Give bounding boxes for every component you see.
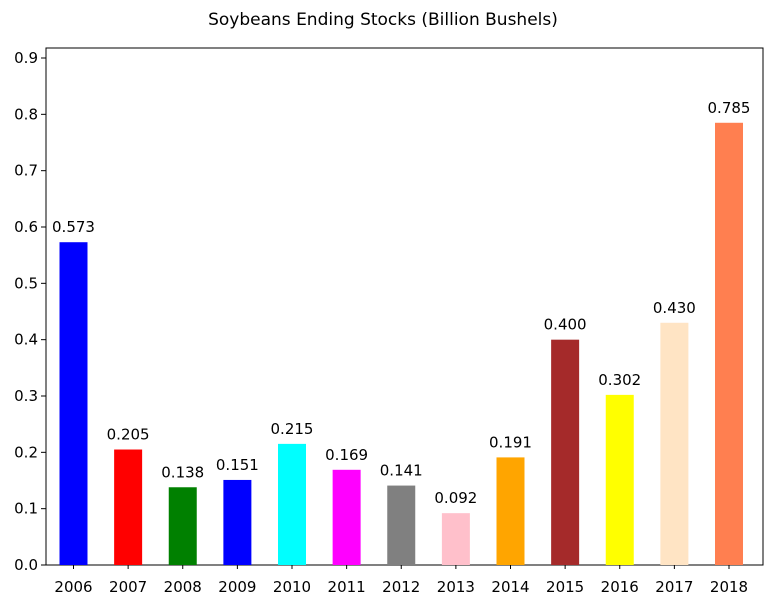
y-tick-label-0.3: 0.3 [14,387,38,405]
data-label-2009: 0.151 [216,456,259,474]
bar-2009 [223,479,252,565]
data-label-2010: 0.215 [271,420,314,438]
data-label-2014: 0.191 [489,433,532,451]
y-tick-label-0.1: 0.1 [14,500,38,518]
y-tick-label-0.2: 0.2 [14,443,38,461]
y-tick-label-0.5: 0.5 [14,274,38,292]
bar-2017 [660,322,689,565]
y-axis: 0.0 0.1 0.2 0.3 0.4 0.5 0.6 0.7 0.8 0.9 [14,49,46,574]
x-tick-label-2014: 2014 [491,578,529,596]
x-axis: 2006 2007 2008 2009 2010 2011 2012 2013 2014 2015… [54,565,748,596]
data-label-2008: 0.138 [161,463,204,481]
y-tick-label-0.0: 0.0 [14,556,38,574]
x-tick-label-2008: 2008 [164,578,202,596]
y-tick-label-0.7: 0.7 [14,162,38,180]
bar-2012 [387,485,416,565]
data-label-2006: 0.573 [52,218,95,236]
bar-2010 [278,443,306,565]
bar-2015 [551,339,580,565]
x-tick-label-2011: 2011 [328,578,366,596]
data-label-2007: 0.205 [107,426,150,444]
x-tick-label-2007: 2007 [109,578,147,596]
bar-2018 [715,122,743,565]
data-label-2016: 0.302 [598,371,641,389]
x-tick-label-2012: 2012 [382,578,420,596]
x-tick-label-2009: 2009 [218,578,256,596]
data-label-2011: 0.169 [325,446,368,464]
data-label-2012: 0.141 [380,462,423,480]
x-tick-label-2017: 2017 [655,578,693,596]
data-label-2013: 0.092 [434,489,477,507]
y-tick-label-0.4: 0.4 [14,331,38,349]
data-label-2017: 0.430 [653,299,696,317]
y-tick-label-0.9: 0.9 [14,49,38,67]
bar-2011 [332,469,361,565]
x-tick-label-2013: 2013 [437,578,475,596]
bar-2008 [168,487,197,565]
y-tick-label-0.8: 0.8 [14,105,38,123]
bar-2016 [605,394,634,565]
bar-2006 [59,242,88,565]
bar-2007 [114,449,143,565]
data-label-2018: 0.785 [708,99,751,117]
y-tick-label-0.6: 0.6 [14,218,38,236]
x-tick-label-2018: 2018 [710,578,748,596]
data-label-2015: 0.400 [544,316,587,334]
bar-2014 [496,457,525,565]
chart-title: Soybeans Ending Stocks (Billion Bushels) [208,10,558,30]
x-tick-label-2006: 2006 [54,578,92,596]
x-tick-label-2010: 2010 [273,578,311,596]
bar-2013 [441,513,470,565]
bars-layer: 0.573 0.205 0.138 0.151 0.215 0.169 0.141 0.092… [52,99,750,565]
x-tick-label-2016: 2016 [601,578,639,596]
x-tick-label-2015: 2015 [546,578,584,596]
